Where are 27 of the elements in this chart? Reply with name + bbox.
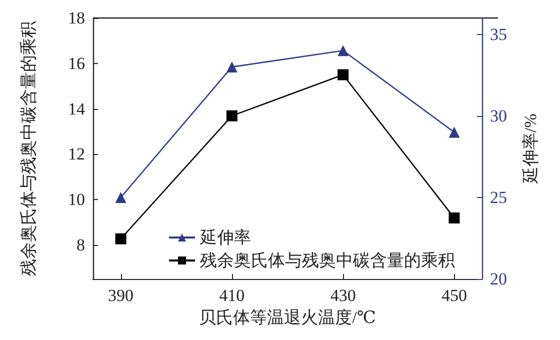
point bbox=[338, 45, 349, 56]
x-tick-label: 410 bbox=[219, 286, 245, 305]
y-axis-title: 残余奥氏体与残奥中碳含量的乘积 bbox=[19, 21, 38, 276]
y2-axis-title: 延伸率/% bbox=[521, 114, 540, 184]
point bbox=[226, 110, 238, 122]
y2-tick-label: 35 bbox=[490, 24, 507, 44]
y2-tick-label: 20 bbox=[490, 270, 507, 288]
y-tick-label: 12 bbox=[68, 144, 85, 164]
y-tick-label: 16 bbox=[68, 54, 85, 73]
y2-tick-label: 30 bbox=[490, 106, 507, 126]
y-tick-label: 8 bbox=[76, 235, 85, 254]
point bbox=[448, 126, 460, 138]
x-tick-label: 390 bbox=[108, 286, 134, 305]
legend-label: 残余奥氏体与残奥中碳含量的乘积 bbox=[200, 251, 455, 270]
point bbox=[115, 192, 126, 203]
y2-tick-label: 25 bbox=[490, 188, 507, 207]
point bbox=[115, 233, 126, 244]
x-axis-title: 贝氏体等温退火温度/℃ bbox=[199, 308, 376, 327]
legend-label: 延伸率 bbox=[199, 228, 251, 247]
y-tick-label: 18 bbox=[68, 8, 85, 28]
x-tick-label: 430 bbox=[330, 286, 356, 305]
point bbox=[448, 212, 460, 224]
point bbox=[226, 61, 238, 72]
y-tick-label: 14 bbox=[68, 99, 86, 118]
point bbox=[338, 69, 349, 80]
x-tick-label: 450 bbox=[441, 286, 467, 305]
y-tick-label: 10 bbox=[68, 190, 85, 210]
